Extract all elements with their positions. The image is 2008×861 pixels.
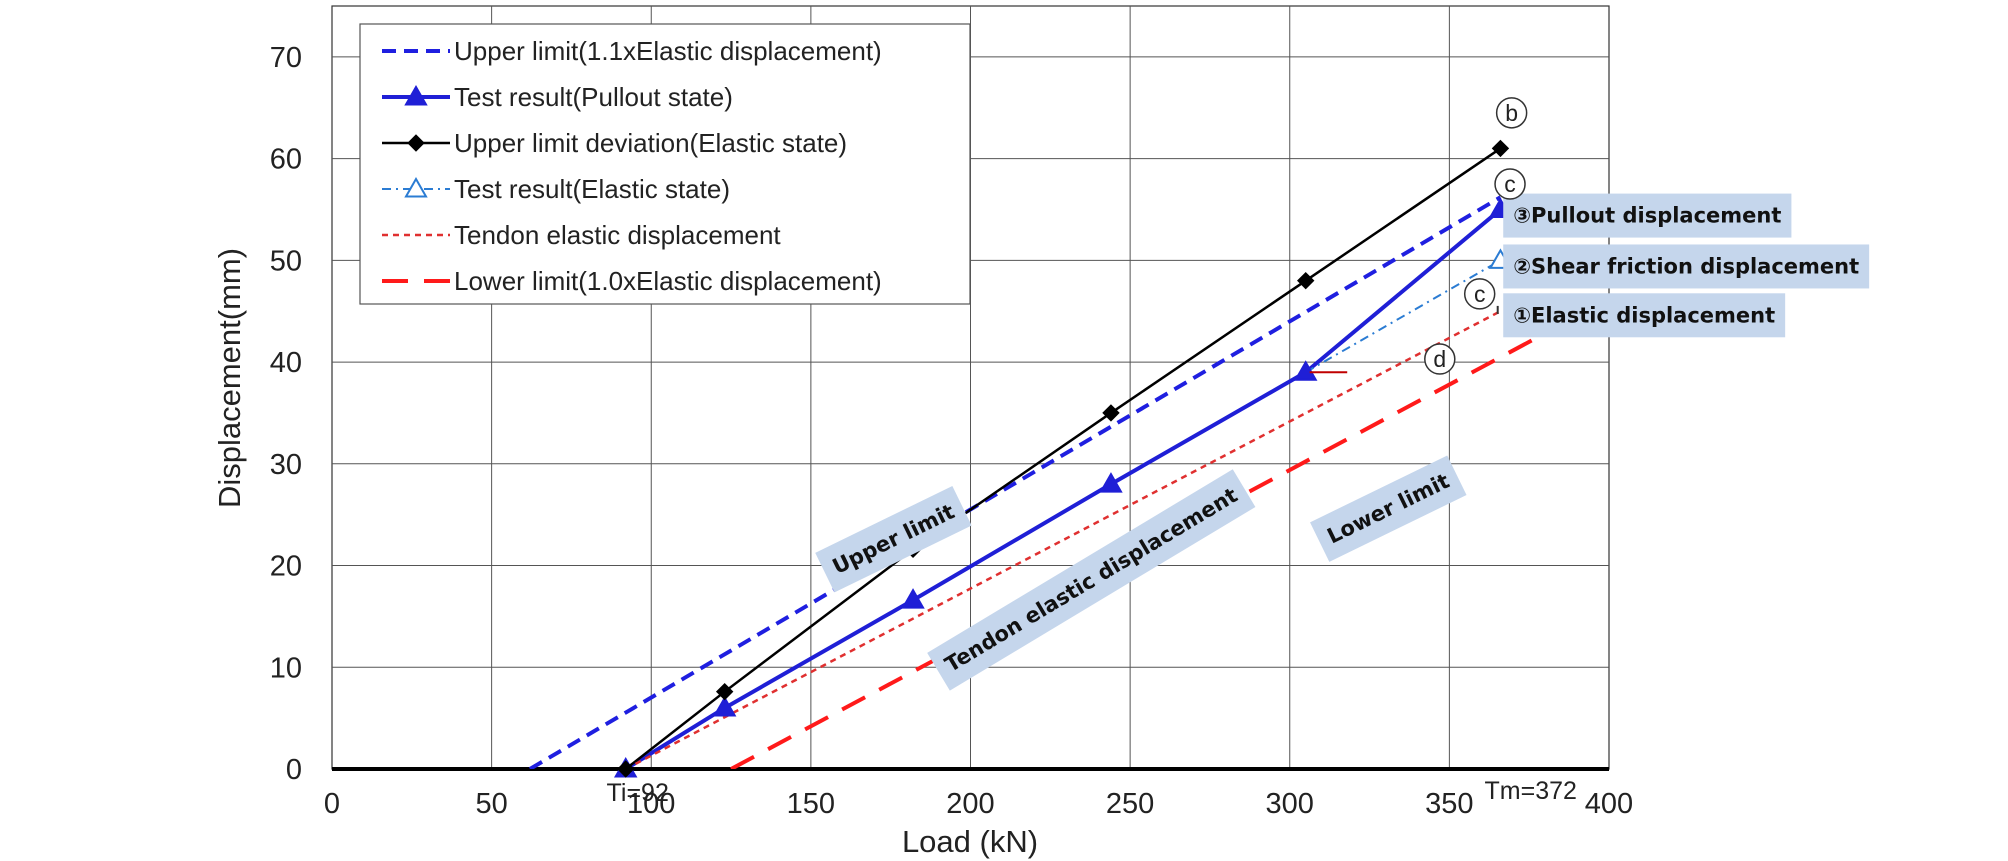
annotation-text: Ti=92 — [607, 779, 669, 807]
annotation-box — [1503, 193, 1792, 238]
y-tick-label: 10 — [270, 652, 302, 684]
data-point — [617, 760, 635, 778]
legend-marker — [407, 134, 425, 152]
chart-legend: Upper limit(1.1xElastic displacement) Tes… — [359, 23, 971, 305]
legend-label: Upper limit deviation(Elastic state) — [454, 128, 847, 158]
y-tick-label: 50 — [270, 245, 302, 277]
y-tick-label: 30 — [270, 449, 302, 481]
data-point — [1102, 404, 1120, 422]
data-point — [1099, 472, 1123, 493]
x-tick-label: 250 — [1106, 788, 1154, 820]
legend-marker — [404, 176, 428, 198]
point-label-circle — [1424, 343, 1456, 375]
annotation: ①Elastic displacement — [1503, 293, 1786, 338]
annotation: Ti=92 — [607, 779, 669, 807]
legend-box — [359, 23, 971, 305]
annotation: ③Pullout displacement — [1503, 193, 1792, 238]
annotation-box — [1503, 293, 1786, 338]
point-label-circle — [1495, 97, 1528, 129]
x-tick-label: 50 — [475, 788, 507, 820]
annotation-box — [927, 469, 1256, 691]
annotation-text: ③Pullout displacement — [1513, 204, 1781, 228]
series-line-2 — [624, 147, 1502, 769]
x-tick-label: 350 — [1425, 788, 1473, 820]
annotation-text: ②Shear friction displacement — [1513, 254, 1859, 278]
series-line-0 — [528, 195, 1502, 769]
legend-label: Tendon elastic displacement — [454, 220, 781, 250]
annotation-box — [1310, 455, 1467, 562]
series-line-3 — [1305, 259, 1501, 374]
x-tick-label: 300 — [1266, 788, 1314, 820]
data-point — [1293, 360, 1318, 381]
y-tick-label: 70 — [270, 42, 302, 74]
y-tick-label: 20 — [270, 551, 302, 583]
point-label: c — [1474, 281, 1486, 307]
legend-label: Test result(Elastic state) — [454, 174, 730, 204]
x-tick-label: 400 — [1585, 788, 1633, 820]
data-point — [1491, 139, 1510, 158]
chart-axes: 0 50 100 150 200 250 300 350 400 0 10 20 30 40 50 60 70 — [270, 42, 1633, 820]
legend-label: Test result(Pullout state) — [454, 82, 733, 112]
annotation: ②Shear friction displacement — [1503, 244, 1870, 289]
x-tick-label: 150 — [787, 788, 835, 820]
data-point — [715, 682, 734, 701]
data-point — [712, 695, 737, 717]
y-tick-label: 60 — [270, 144, 302, 176]
annotation-text: Tm=372 — [1484, 777, 1576, 805]
point-label-circle — [1494, 168, 1526, 200]
x-axis-label: Load (kN) — [902, 824, 1038, 859]
y-axis-label: Displacement(mm) — [212, 248, 247, 508]
legend-label: Upper limit(1.1xElastic displacement) — [454, 36, 882, 66]
x-tick-label: 100 — [627, 788, 675, 820]
x-tick-label: 200 — [946, 788, 994, 820]
x-tick-label: 0 — [324, 788, 340, 820]
data-point — [901, 588, 925, 609]
legend-label: Lower limit(1.0xElastic displacement) — [454, 266, 882, 296]
y-tick-label: 0 — [286, 754, 302, 786]
annotation-box — [815, 485, 972, 593]
point-label: d — [1433, 346, 1446, 372]
point-label: c — [1504, 171, 1516, 197]
annotation-text: ①Elastic displacement — [1513, 303, 1775, 327]
legend-marker — [404, 84, 428, 106]
annotation: Tm=372 — [1484, 777, 1576, 805]
data-point — [1297, 271, 1315, 290]
series-line-1 — [624, 207, 1502, 769]
annotation-box — [1503, 244, 1870, 289]
y-tick-label: 40 — [270, 347, 302, 379]
point-label: b — [1505, 100, 1518, 126]
point-label-circle — [1463, 278, 1496, 310]
